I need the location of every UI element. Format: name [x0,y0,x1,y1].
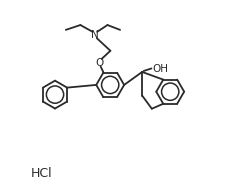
Text: N: N [91,30,98,40]
Text: HCl: HCl [31,167,52,180]
Text: OH: OH [152,64,168,74]
Text: O: O [95,58,103,68]
